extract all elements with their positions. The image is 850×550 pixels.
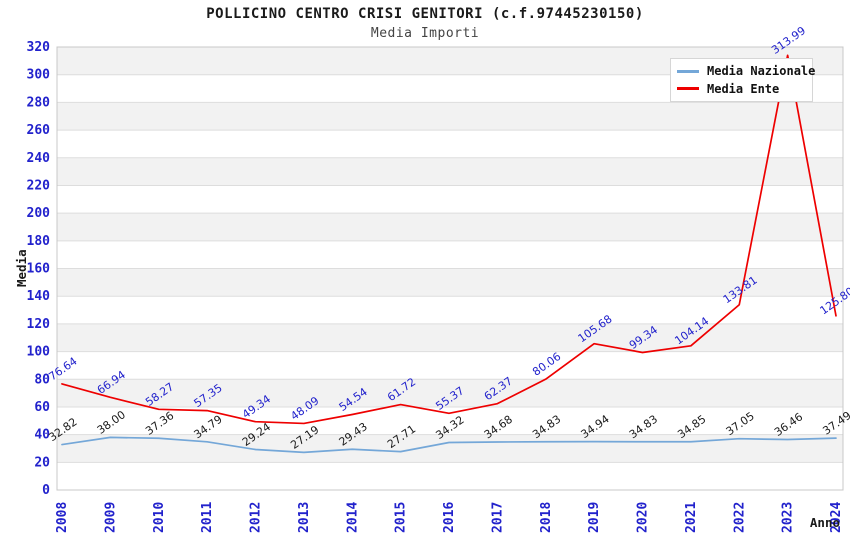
y-axis-title: Media bbox=[14, 249, 29, 287]
series-line-media-nazionale bbox=[61, 436, 837, 454]
x-tick-label: 2022 bbox=[732, 502, 747, 533]
grid-band bbox=[57, 323, 843, 352]
grid-band bbox=[57, 379, 843, 407]
x-tick-label: 2023 bbox=[781, 502, 796, 533]
x-tick-label: 2010 bbox=[152, 502, 167, 533]
y-tick-label: 280 bbox=[27, 95, 51, 110]
chart-title: POLLICINO CENTRO CRISI GENITORI (c.f.974… bbox=[206, 6, 644, 22]
legend-label-media-nazionale: Media Nazionale bbox=[707, 64, 816, 79]
y-tick-label: 260 bbox=[27, 123, 51, 138]
x-tick-label: 2017 bbox=[490, 502, 505, 533]
legend: Media Nazionale Media Ente bbox=[670, 58, 815, 102]
grid-band bbox=[57, 296, 843, 324]
grid-band bbox=[57, 185, 843, 214]
x-tick-label: 2018 bbox=[539, 502, 554, 533]
y-tick-label: 180 bbox=[27, 234, 51, 249]
y-tick-label: 80 bbox=[34, 372, 50, 387]
y-tick-label: 100 bbox=[27, 345, 51, 360]
y-tick-label: 0 bbox=[42, 483, 50, 498]
legend-item-media-ente: Media Ente bbox=[677, 82, 806, 96]
x-tick-label: 2024 bbox=[829, 502, 844, 533]
y-tick-label: 320 bbox=[27, 40, 51, 55]
x-tick-label: 2014 bbox=[345, 502, 360, 533]
grid-band bbox=[57, 157, 843, 186]
y-tick-label: 20 bbox=[34, 455, 50, 470]
x-tick-label: 2009 bbox=[103, 502, 118, 533]
legend-label-media-ente: Media Ente bbox=[707, 81, 780, 96]
grid-band bbox=[57, 213, 843, 241]
plot-border bbox=[56, 46, 844, 491]
x-tick-label: 2016 bbox=[442, 502, 457, 533]
chart-subtitle: Media Importi bbox=[370, 26, 480, 41]
x-tick-label: 2020 bbox=[636, 502, 651, 533]
grid-band bbox=[57, 351, 843, 380]
grid-band bbox=[57, 240, 843, 269]
x-axis-title: Anno bbox=[809, 515, 840, 530]
media-ente-line-swatch bbox=[677, 87, 699, 91]
y-tick-label: 160 bbox=[27, 262, 51, 277]
legend-item-media-nazionale: Media Nazionale bbox=[677, 64, 815, 78]
x-tick-label: 2021 bbox=[684, 502, 699, 533]
y-tick-label: 60 bbox=[34, 400, 50, 415]
grid-band bbox=[57, 406, 843, 435]
grid-band bbox=[57, 130, 843, 158]
x-tick-label: 2015 bbox=[394, 502, 409, 533]
y-tick-label: 240 bbox=[27, 151, 51, 166]
y-tick-label: 120 bbox=[27, 317, 51, 332]
y-tick-label: 140 bbox=[27, 289, 51, 304]
y-tick-label: 200 bbox=[27, 206, 51, 221]
grid-band bbox=[57, 462, 843, 490]
y-tick-label: 220 bbox=[27, 178, 51, 193]
series-line-media-ente bbox=[61, 54, 837, 425]
x-tick-label: 2012 bbox=[249, 502, 264, 533]
x-tick-label: 2008 bbox=[55, 502, 70, 533]
grid-band bbox=[57, 434, 843, 463]
x-tick-label: 2011 bbox=[200, 502, 215, 533]
grid-band bbox=[57, 268, 843, 297]
x-tick-label: 2019 bbox=[587, 502, 602, 533]
y-tick-label: 40 bbox=[34, 428, 50, 443]
grid-band bbox=[57, 102, 843, 131]
x-tick-label: 2013 bbox=[297, 502, 312, 533]
y-tick-label: 300 bbox=[27, 68, 51, 83]
media-nazionale-line-swatch bbox=[677, 69, 699, 73]
